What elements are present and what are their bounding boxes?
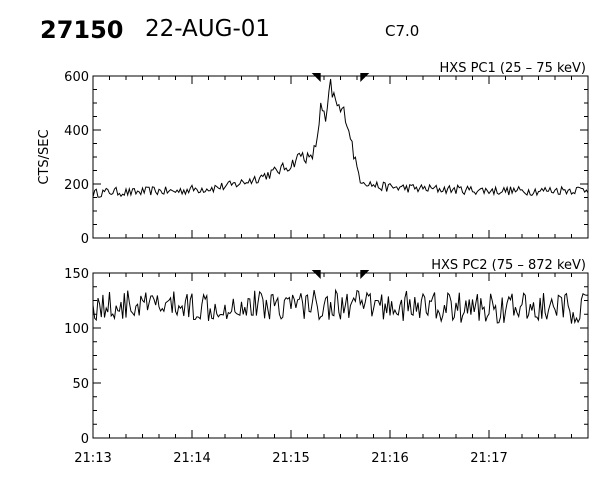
y-tick-label: 0 xyxy=(81,432,89,447)
panel-2-title: HXS PC2 (75 – 872 keV) xyxy=(431,258,586,273)
y-tick-label: 150 xyxy=(64,267,89,282)
panel-1-title: HXS PC1 (25 – 75 keV) xyxy=(440,61,586,76)
x-tick-label: 21:14 xyxy=(173,451,210,466)
event-date: 22-AUG-01 xyxy=(145,16,271,42)
panel-2-series-line xyxy=(92,288,589,325)
panel-1-frame xyxy=(92,75,589,239)
x-tick-label: 21:16 xyxy=(371,451,408,466)
y-tick-label: 600 xyxy=(64,70,89,85)
goes-class: C7.0 xyxy=(385,22,420,40)
x-tick-label: 21:13 xyxy=(74,451,111,466)
y-tick-label: 0 xyxy=(81,232,89,247)
y-tick-label: 50 xyxy=(72,377,89,392)
interval-marker xyxy=(311,270,321,279)
y-tick-label: 100 xyxy=(64,322,89,337)
panel-1-series-line xyxy=(92,78,589,198)
y-tick-label: 200 xyxy=(64,178,89,193)
interval-marker xyxy=(360,73,370,82)
interval-marker xyxy=(360,270,370,279)
y-tick-label: 400 xyxy=(64,124,89,139)
interval-marker xyxy=(311,73,321,82)
y-axis-label: CTS/SEC xyxy=(37,129,52,184)
x-tick-label: 21:15 xyxy=(272,451,309,466)
event-id: 27150 xyxy=(40,16,124,44)
panel-2-frame xyxy=(92,272,589,439)
x-tick-label: 21:17 xyxy=(470,451,507,466)
